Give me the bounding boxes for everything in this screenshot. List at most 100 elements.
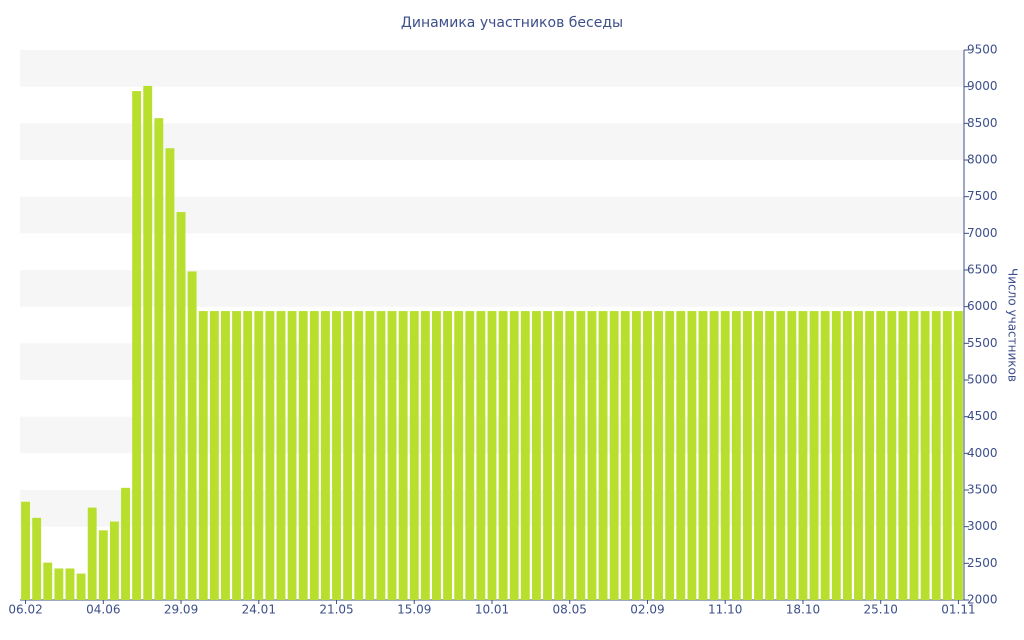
bar [65, 568, 75, 600]
bar [309, 311, 319, 600]
bar [731, 311, 741, 600]
x-tick-label: 02.09 [630, 603, 664, 617]
y-tick-label: 6000 [967, 299, 998, 313]
bar [132, 91, 142, 601]
bar [531, 311, 541, 600]
bar [876, 311, 886, 600]
bar [698, 311, 708, 600]
bar [576, 311, 586, 600]
bar [54, 568, 64, 600]
bar [665, 311, 675, 600]
bar [765, 311, 775, 600]
x-tick-label: 01.11 [941, 603, 975, 617]
bar [543, 311, 552, 600]
bar [509, 311, 519, 600]
bar [221, 311, 230, 600]
bar [232, 311, 242, 600]
x-tick-label: 21.05 [319, 603, 353, 617]
x-tick-label: 25.10 [864, 603, 898, 617]
bar [354, 311, 364, 600]
bar [609, 311, 619, 600]
bar [454, 311, 464, 600]
bar [432, 311, 441, 600]
bar [798, 311, 808, 600]
bar [265, 311, 275, 600]
bar [187, 271, 197, 600]
bar [742, 311, 752, 600]
y-tick-label: 6500 [967, 263, 998, 277]
bar [465, 311, 475, 600]
bar [332, 311, 341, 600]
bar [787, 311, 797, 600]
bar [109, 521, 119, 600]
bar [498, 311, 508, 600]
bar [720, 311, 730, 600]
y-tick-label: 3500 [967, 483, 998, 497]
bar [620, 311, 630, 600]
bar [287, 311, 297, 600]
bar [209, 311, 219, 600]
bar [631, 311, 641, 600]
bar [687, 311, 697, 600]
y-tick-label: 4000 [967, 446, 998, 460]
y-tick-label: 2500 [967, 556, 998, 570]
bar [854, 311, 863, 600]
bar [409, 311, 419, 600]
bar [76, 573, 86, 600]
x-tick-label: 29.09 [164, 603, 198, 617]
bar [809, 311, 819, 600]
bar [443, 311, 453, 600]
bar [820, 311, 830, 600]
bar [165, 148, 175, 600]
bar [98, 530, 108, 600]
y-tick-label: 3000 [967, 519, 998, 533]
bar [365, 311, 375, 600]
bar [865, 311, 875, 600]
bar [898, 311, 908, 600]
bar [654, 311, 664, 600]
bar [143, 85, 153, 600]
bar [476, 311, 486, 600]
y-tick-label: 4500 [967, 409, 998, 423]
y-tick-label: 8000 [967, 153, 998, 167]
y-axis-title: Число участников [1006, 268, 1020, 382]
bar [298, 311, 308, 600]
x-tick-label: 18.10 [786, 603, 820, 617]
bar [598, 311, 608, 600]
x-tick-label: 15.09 [397, 603, 431, 617]
x-tick-label: 11.10 [708, 603, 742, 617]
bar [254, 311, 264, 600]
bar [87, 507, 97, 600]
grid-band [20, 50, 964, 87]
bar [887, 311, 897, 600]
y-tick-label: 5500 [967, 336, 998, 350]
bar [954, 311, 963, 600]
chart-title: Динамика участников беседы [401, 15, 623, 31]
bar [154, 118, 164, 600]
bar [243, 311, 253, 600]
bar [32, 517, 42, 600]
bar [276, 311, 286, 600]
bar [842, 311, 852, 600]
bar [198, 311, 208, 600]
bar [43, 562, 53, 600]
x-tick-label: 24.01 [242, 603, 276, 617]
bar [420, 311, 430, 600]
bar [398, 311, 408, 600]
bar [643, 311, 652, 600]
bar [520, 311, 530, 600]
bar [676, 311, 686, 600]
bar [343, 311, 353, 600]
bar [754, 311, 763, 600]
bar [909, 311, 919, 600]
y-tick-label: 2000 [967, 593, 998, 607]
x-tick-label: 06.02 [8, 603, 42, 617]
bar [776, 311, 786, 600]
bar [487, 311, 497, 600]
y-tick-label: 8500 [967, 116, 998, 130]
grid-band [20, 123, 964, 160]
y-tick-label: 5000 [967, 373, 998, 387]
bar [21, 501, 30, 600]
bar [931, 311, 941, 600]
